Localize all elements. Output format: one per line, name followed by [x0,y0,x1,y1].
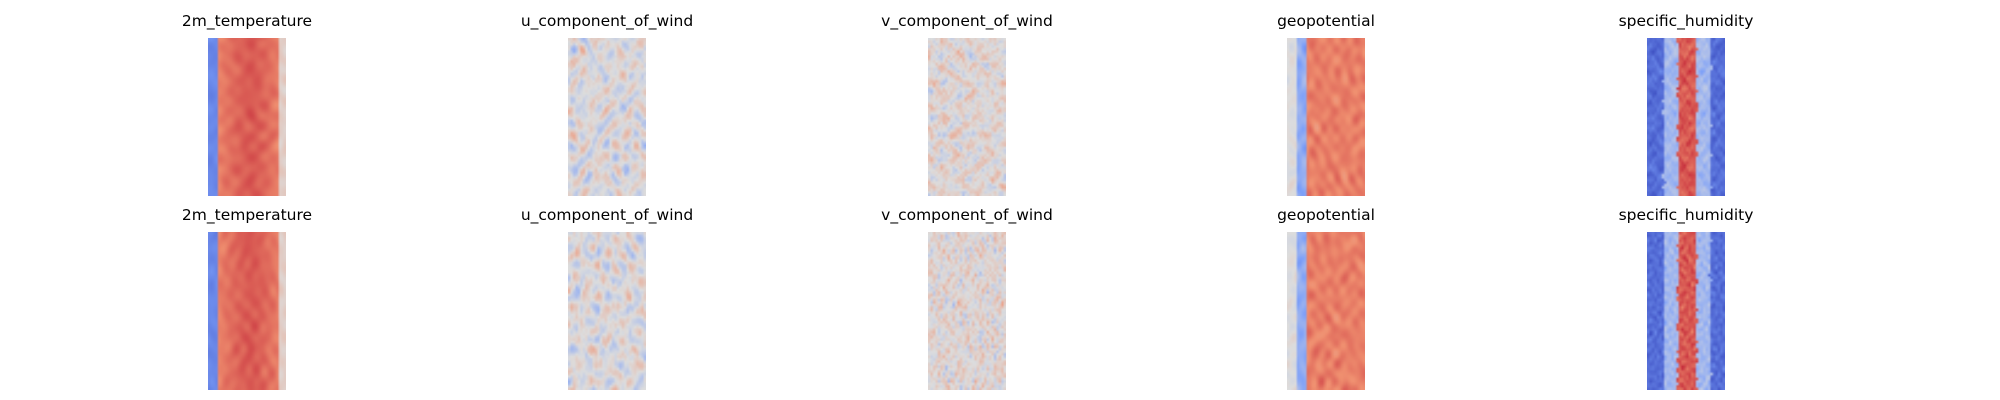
panel-title: specific_humidity [1618,206,1754,224]
panel-title: u_component_of_wind [520,12,694,30]
heatmap-image [208,38,286,196]
heatmap-image [1647,38,1725,196]
heatmap-image [1287,232,1365,390]
heatmap-image [1647,232,1725,390]
panel-title: v_component_of_wind [881,12,1053,30]
heatmap-image [568,38,646,196]
heatmap-image [928,38,1006,196]
heatmap-panel-humidity [1647,38,1725,196]
panel-title: 2m_temperature [181,206,313,224]
panel-title: geopotential [1277,206,1375,224]
panel-title: specific_humidity [1618,12,1754,30]
heatmap-panel-geopotential [1287,38,1365,196]
panel-title: v_component_of_wind [881,206,1053,224]
panel-title: u_component_of_wind [520,206,694,224]
heatmap-panel-geopotential [1287,232,1365,390]
panel-title: 2m_temperature [181,12,313,30]
heatmap-image [208,232,286,390]
heatmap-panel-u-wind [568,232,646,390]
heatmap-image [1287,38,1365,196]
heatmap-panel-u-wind [568,38,646,196]
heatmap-panel-temperature [208,38,286,196]
heatmap-panel-temperature [208,232,286,390]
heatmap-panel-v-wind [928,38,1006,196]
heatmap-panel-humidity [1647,232,1725,390]
heatmap-image [568,232,646,390]
panel-title: geopotential [1277,12,1375,30]
heatmap-image [928,232,1006,390]
heatmap-panel-v-wind [928,232,1006,390]
